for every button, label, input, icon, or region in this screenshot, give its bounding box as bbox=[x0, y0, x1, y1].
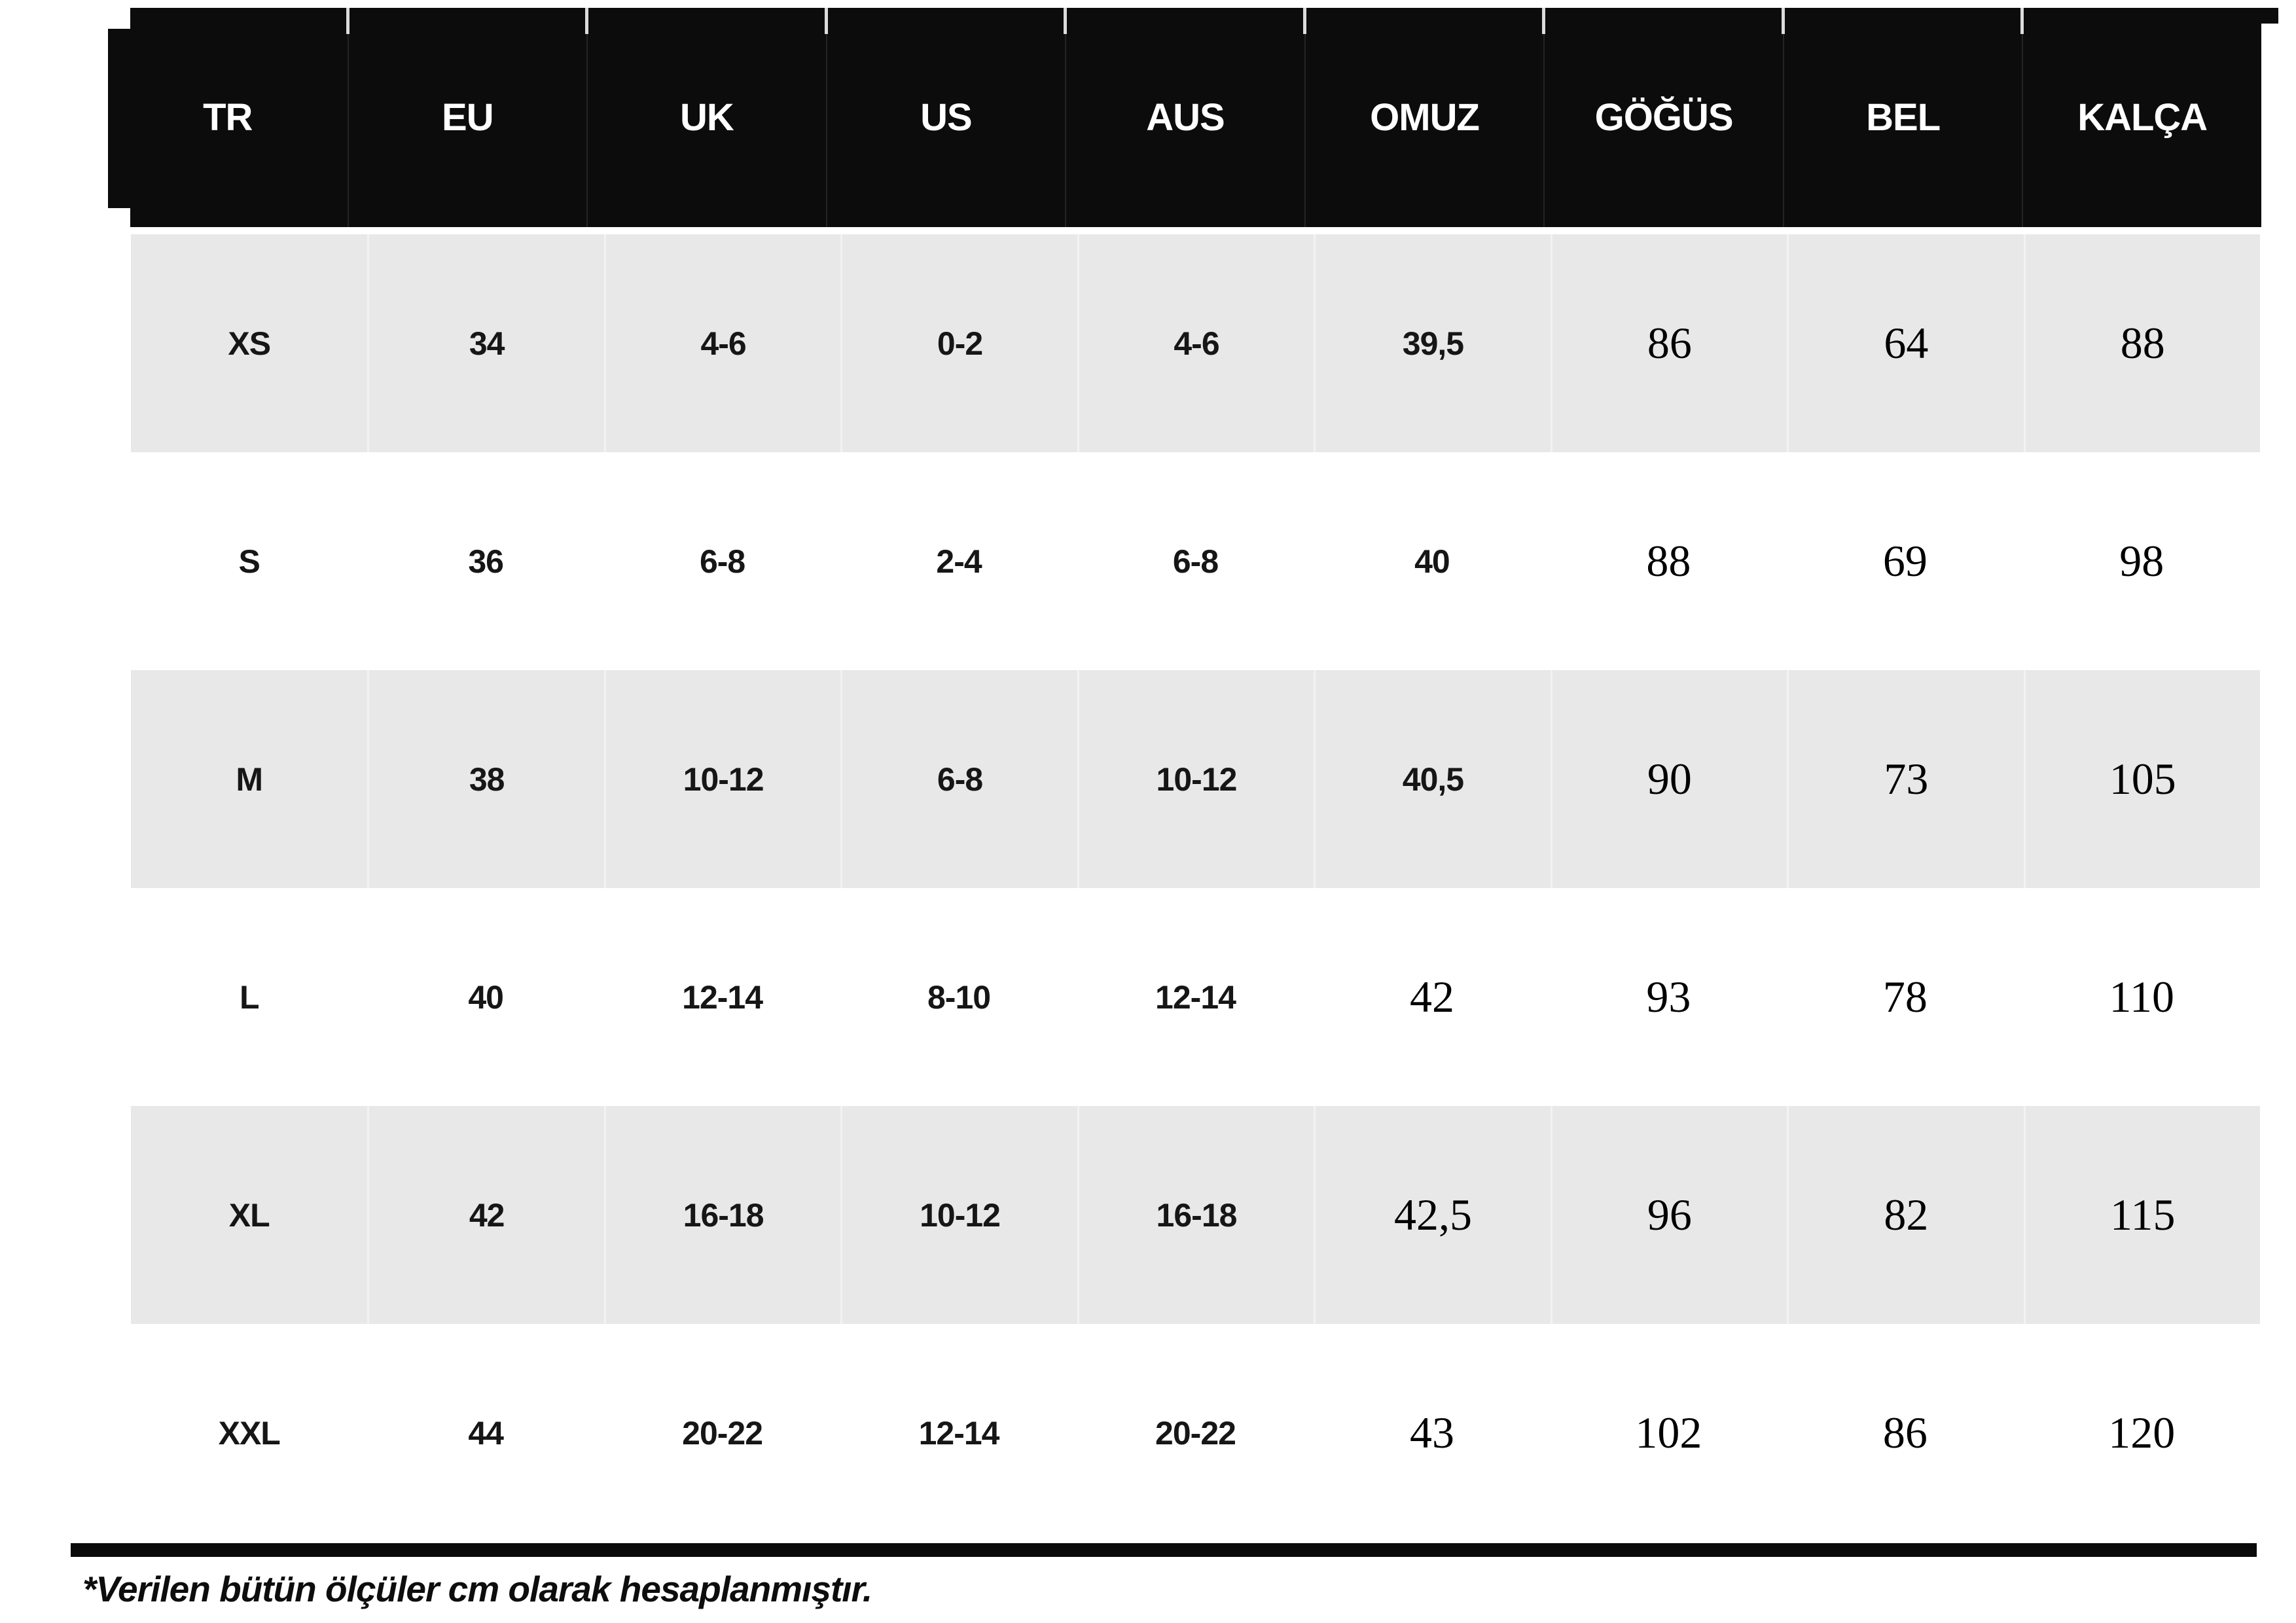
header-tick bbox=[824, 8, 828, 34]
table-cell: 105 bbox=[2023, 670, 2260, 888]
table-cell: 120 bbox=[2108, 1408, 2176, 1457]
header-tick bbox=[2020, 8, 2024, 34]
table-cell: 20-22 bbox=[1155, 1414, 1236, 1452]
table-cell: 4-6 bbox=[603, 234, 840, 452]
table-cell: 86 bbox=[1882, 1408, 1928, 1457]
table-row: M 38 10-12 6-8 10-12 40,5 90 73 105 bbox=[131, 670, 2260, 888]
table-cell: 6-8 bbox=[840, 670, 1077, 888]
table-cell: 42 bbox=[1409, 972, 1454, 1022]
table-cell: 6-8 bbox=[699, 543, 745, 580]
scan-notch bbox=[2261, 8, 2278, 24]
column-header-7: BEL bbox=[1782, 8, 2022, 227]
table-row: XS 34 4-6 0-2 4-6 39,5 86 64 88 bbox=[131, 234, 2260, 452]
table-cell: 110 bbox=[2109, 972, 2175, 1022]
table-cell: 90 bbox=[1550, 670, 1787, 888]
table-cell: 2-4 bbox=[936, 543, 982, 580]
header-tick bbox=[1302, 8, 1306, 34]
table-cell: 40,5 bbox=[1314, 670, 1550, 888]
scan-notch bbox=[108, 8, 130, 29]
table-cell: 88 bbox=[1646, 536, 1691, 586]
footnote-text: *Verilen bütün ölçüler cm olarak hesapla… bbox=[82, 1569, 872, 1609]
table-cell: 16-18 bbox=[603, 1106, 840, 1324]
table-cell: 86 bbox=[1550, 234, 1787, 452]
table-cell: 78 bbox=[1882, 972, 1928, 1022]
table-cell: 39,5 bbox=[1314, 234, 1550, 452]
header-tick bbox=[1542, 8, 1546, 34]
table-cell: 4-6 bbox=[1077, 234, 1314, 452]
header-tick bbox=[1781, 8, 1785, 34]
table-cell: 69 bbox=[1882, 536, 1928, 586]
table-cell: 43 bbox=[1409, 1408, 1454, 1457]
table-cell: 10-12 bbox=[840, 1106, 1077, 1324]
column-header-0: TR bbox=[203, 96, 253, 139]
size-label-cell: M bbox=[236, 760, 263, 798]
size-label-cell: XL bbox=[228, 1196, 270, 1234]
table-cell: 12-14 bbox=[1155, 978, 1236, 1016]
table-cell: 36 bbox=[468, 543, 504, 580]
table-cell: 73 bbox=[1787, 670, 2023, 888]
table-cell: 8-10 bbox=[927, 978, 991, 1016]
table-cell: 12-14 bbox=[918, 1414, 1000, 1452]
table-cell: 64 bbox=[1787, 234, 2023, 452]
size-label-cell: S bbox=[238, 543, 260, 580]
table-cell: 16-18 bbox=[1077, 1106, 1314, 1324]
table-cell: 20-22 bbox=[682, 1414, 763, 1452]
size-chart-header-row: TR EU UK US AUS OMUZ GÖĞÜS BEL KALÇA bbox=[108, 8, 2261, 227]
table-cell: 40 bbox=[1414, 543, 1450, 580]
size-label-cell: L bbox=[239, 978, 260, 1016]
table-cell: 88 bbox=[2023, 234, 2260, 452]
table-cell: 93 bbox=[1646, 972, 1691, 1022]
column-header-2: UK bbox=[586, 8, 826, 227]
header-tick bbox=[1064, 8, 1067, 34]
table-cell: 102 bbox=[1635, 1408, 1702, 1457]
column-header-5: OMUZ bbox=[1304, 8, 1544, 227]
table-cell: 82 bbox=[1787, 1106, 2023, 1324]
table-cell: 115 bbox=[2023, 1106, 2260, 1324]
column-header-6: GÖĞÜS bbox=[1543, 8, 1783, 227]
header-tick bbox=[585, 8, 589, 34]
table-cell: 44 bbox=[468, 1414, 504, 1452]
table-cell: 42,5 bbox=[1314, 1106, 1550, 1324]
table-cell: 6-8 bbox=[1172, 543, 1219, 580]
table-cell: 40 bbox=[468, 978, 504, 1016]
table-cell: 10-12 bbox=[1077, 670, 1314, 888]
table-cell: 10-12 bbox=[603, 670, 840, 888]
table-row: XXL 44 20-22 12-14 20-22 43 102 86 120 bbox=[131, 1324, 2260, 1542]
size-label-cell: XS bbox=[228, 325, 271, 362]
size-label-cell: XXL bbox=[218, 1414, 281, 1452]
divider-rule bbox=[71, 1543, 2257, 1557]
scan-notch bbox=[108, 208, 130, 227]
table-cell: 34 bbox=[367, 234, 603, 452]
table-cell: 98 bbox=[2119, 536, 2164, 586]
table-cell: 0-2 bbox=[840, 234, 1077, 452]
table-cell: 42 bbox=[367, 1106, 603, 1324]
column-header-1: EU bbox=[347, 8, 587, 227]
table-cell: 38 bbox=[367, 670, 603, 888]
column-header-3: US bbox=[825, 8, 1066, 227]
table-row: S 36 6-8 2-4 6-8 40 88 69 98 bbox=[131, 452, 2260, 670]
table-cell: 96 bbox=[1550, 1106, 1787, 1324]
table-row: XL 42 16-18 10-12 16-18 42,5 96 82 115 bbox=[131, 1106, 2260, 1324]
table-cell: 12-14 bbox=[682, 978, 763, 1016]
column-header-8: KALÇA bbox=[2022, 8, 2261, 227]
header-tick bbox=[346, 8, 350, 34]
column-header-4: AUS bbox=[1065, 8, 1304, 227]
table-row: L 40 12-14 8-10 12-14 42 93 78 110 bbox=[131, 888, 2260, 1106]
